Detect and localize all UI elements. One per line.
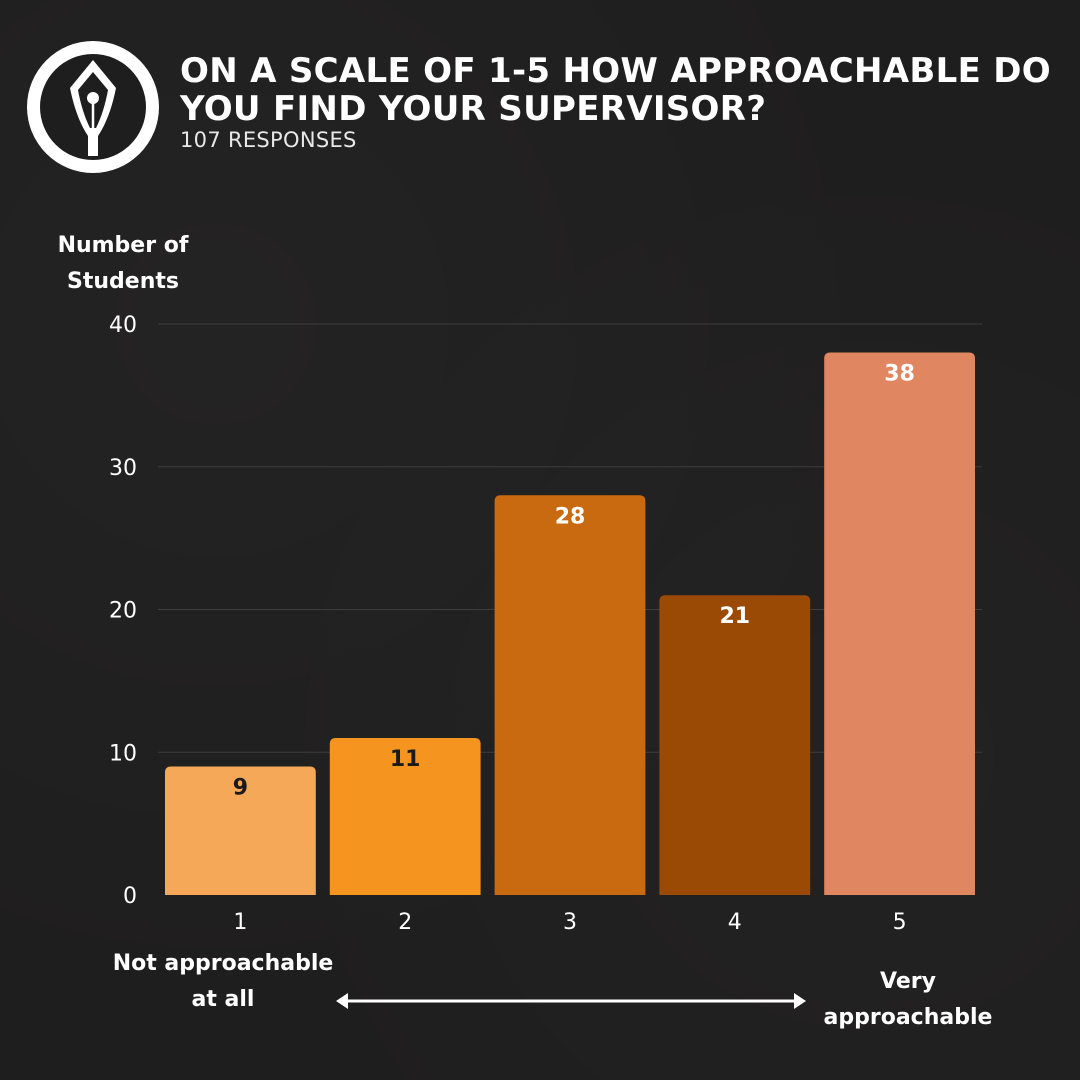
bar-value-label: 28 xyxy=(555,504,586,529)
bar xyxy=(659,595,811,895)
scale-high-label: Very approachable xyxy=(823,969,993,1030)
x-tick-label: 3 xyxy=(563,910,577,935)
x-tick-label: 4 xyxy=(728,910,742,935)
chart-title: ON A SCALE OF 1-5 HOW APPROACHABLE DO YO… xyxy=(180,51,1051,129)
scale-low-label: Not approachable at all xyxy=(112,951,334,1012)
x-tick-label: 5 xyxy=(893,910,907,935)
x-tick-label: 1 xyxy=(233,910,247,935)
double-arrow-icon xyxy=(336,993,806,1009)
bar xyxy=(824,352,975,895)
y-tick-label: 40 xyxy=(109,313,137,338)
bar-value-label: 21 xyxy=(719,604,750,629)
y-tick-label: 30 xyxy=(109,456,137,481)
y-tick-label: 10 xyxy=(109,741,137,766)
bar-value-label: 11 xyxy=(390,747,421,772)
response-count: 107 RESPONSES xyxy=(180,128,357,152)
y-tick-labels: 0 10 20 30 40 xyxy=(109,313,137,909)
bar xyxy=(329,737,481,895)
bar xyxy=(165,766,316,895)
x-tick-labels: 1 2 3 4 5 xyxy=(233,910,906,935)
y-tick-label: 20 xyxy=(109,599,137,624)
y-tick-label: 0 xyxy=(123,884,137,909)
bars xyxy=(165,352,975,895)
x-tick-label: 2 xyxy=(398,910,412,935)
pen-nib-logo-icon xyxy=(27,41,159,173)
bar-value-labels: 9 11 28 21 38 xyxy=(233,362,915,801)
bar-value-label: 38 xyxy=(884,362,915,387)
bar xyxy=(494,495,646,895)
bar-value-label: 9 xyxy=(233,776,248,801)
y-axis-label: Number of Students xyxy=(57,233,189,294)
